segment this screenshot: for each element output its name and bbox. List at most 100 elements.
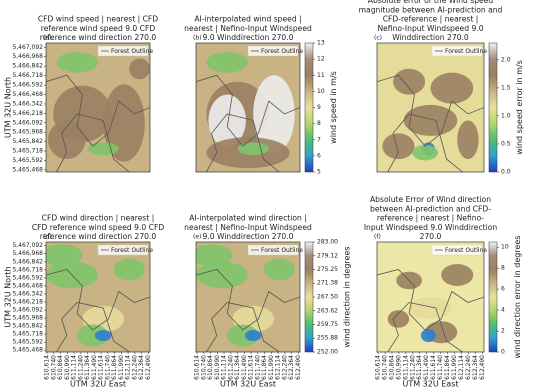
x-tick-label: 611,990 [268,355,275,380]
x-tick-label: 610,740 [50,355,57,380]
map-region [393,68,426,95]
colorbar-label: wind speed error in m/s [515,60,524,155]
y-axis-label: UTM 32U North [4,266,13,327]
colorbar-tick-label: 10 [501,244,509,251]
y-tick-label: 5,467,092 [12,242,43,249]
x-tick-label: 610,864 [57,355,64,380]
map-frame [376,241,485,353]
map-region [48,120,86,160]
colorbar-tick-label: 271.38 [317,280,338,287]
map-region [113,258,145,281]
legend-box [431,244,483,256]
x-tick-label: 612,490 [145,355,152,380]
x-tick-label: 612,114 [275,355,282,380]
x-tick-label: 610,614 [194,355,201,380]
x-tick-label: 611,114 [71,355,78,380]
map-region [46,244,83,267]
x-tick-label: 611,990 [118,355,125,380]
y-tick-label: 5,466,968 [12,250,43,257]
y-tick-label: 5,466,842 [12,258,43,265]
y-tick-label: 5,465,968 [12,315,43,322]
colorbar [488,42,498,173]
colorbar [488,241,498,353]
map [377,43,484,172]
x-tick-label: 610,614 [44,355,51,380]
panel-title: CFD reference wind speed 9.0 CFD [32,223,164,232]
legend-label: Forest Outline [261,247,303,254]
map-region [237,142,269,156]
legend-label: Forest Outline [445,247,487,254]
colorbar-tick-label: 13 [317,40,325,47]
y-tick-label: 5,466,342 [12,100,43,107]
panel-title: AI-interpolated wind direction | [189,214,307,223]
legend-label: Forest Outline [111,247,153,254]
forest-outline [56,113,130,172]
forest-outline [387,113,463,172]
map-frame [45,42,151,173]
y-tick-label: 5,466,718 [12,266,43,273]
colorbar-tick-label: 263.62 [317,307,338,314]
x-tick-label: 612,364 [288,355,295,380]
map [377,242,484,352]
colorbar-tick-label: 1.5 [501,84,511,91]
panel-title: Absolute error of the Wind speed [368,0,494,5]
panel-title: 9.0 Winddirection 270.0 [202,232,293,241]
panel-label: (b) [193,35,202,42]
map-region [77,324,109,347]
map-region [412,144,438,161]
x-axis-label: UTM 32U East [402,380,458,389]
legend-box [97,45,149,57]
panel-title: 270.0 [420,232,442,241]
x-tick-label: 610,990 [214,355,221,380]
map-region [263,258,295,281]
map-frame [195,241,301,353]
panel-title: between AI-prediction and CFD- [370,204,491,213]
colorbar-tick-label: 6 [501,286,505,293]
x-tick-label: 610,614 [375,355,382,380]
panel-title: Winddirection 270.0 [392,33,469,42]
panel-title: Input Windspeed 9.0 Winddirection [364,223,498,232]
forest-outline [196,74,300,147]
panel-title: nearest | Nefino-Input Windspeed [184,24,312,33]
colorbar-tick-label: 2 [501,328,505,335]
colorbar-tick-label: 1.0 [501,112,511,119]
forest-outline [377,269,484,331]
y-tick-label: 5,466,592 [12,82,43,89]
x-tick-label: 611,364 [416,355,423,380]
panel-title: reference wind speed 9.0 CFD [41,24,156,33]
x-tick-label: 611,490 [423,355,430,380]
colorbar-tick-label: 4 [501,307,505,314]
colorbar-tick-label: 8 [317,120,321,127]
colorbar-tick-label: 279.12 [317,252,338,259]
colorbar-tick-label: 10 [317,88,325,95]
map [196,43,300,172]
panel-label: (e) [193,234,201,241]
panel-title: nearest | Nefino-Input Windspeed [184,223,312,232]
map-region [244,330,262,341]
colorbar-label: wind speed in m/s [329,71,338,144]
legend-label: Forest Outline [261,48,303,55]
x-tick-label: 611,740 [254,355,261,380]
map-region [382,133,415,160]
y-tick-label: 5,466,592 [12,274,43,281]
panel-label: (a) [43,35,51,42]
colorbar-tick-label: 0.5 [501,140,511,147]
map-region [103,84,145,162]
y-tick-label: 5,465,592 [12,339,43,346]
y-tick-label: 5,465,968 [12,129,43,136]
x-tick-label: 611,240 [77,355,84,380]
forest-outline [56,302,130,352]
x-tick-label: 612,490 [295,355,302,380]
legend-label: Forest Outline [445,48,487,55]
y-tick-label: 5,466,468 [12,282,43,289]
colorbar-tick-label: 275.25 [317,266,338,273]
forest-outline [206,302,280,352]
colorbar-tick-label: 283.00 [317,239,338,246]
panel-title: reference | nearest | Nefino- [377,214,484,223]
x-tick-label: 610,740 [382,355,389,380]
x-tick-label: 612,240 [281,355,288,380]
x-tick-label: 612,364 [138,355,145,380]
y-tick-label: 5,466,468 [12,91,43,98]
forest-outline [377,74,484,147]
map-frame [195,42,301,173]
